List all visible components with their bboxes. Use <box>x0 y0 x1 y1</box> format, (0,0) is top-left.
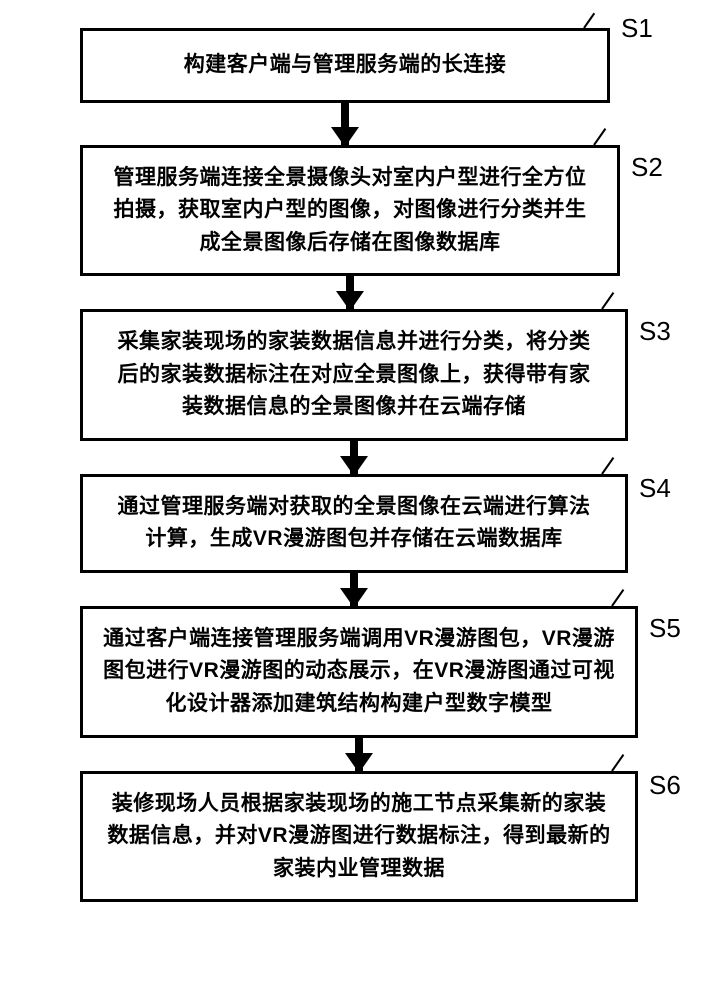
flow-step-text: 采集家装现场的家装数据信息并进行分类，将分类后的家装数据标注在对应全景图像上，获… <box>107 326 601 424</box>
flow-step-s5: 通过客户端连接管理服务端调用VR漫游图包，VR漫游图包进行VR漫游图的动态展示，… <box>80 606 638 738</box>
flow-step-label: S5 <box>649 613 681 644</box>
flow-step-s3: 采集家装现场的家装数据信息并进行分类，将分类后的家装数据标注在对应全景图像上，获… <box>80 309 628 441</box>
arrow-down-icon <box>355 738 363 771</box>
label-leader-line <box>583 13 595 29</box>
arrow-down-icon <box>341 103 349 145</box>
flow-step-label: S4 <box>639 473 671 504</box>
flow-step-text: 通过管理服务端对获取的全景图像在云端进行算法计算，生成VR漫游图包并存储在云端数… <box>107 491 601 556</box>
flow-step-label: S1 <box>621 13 653 44</box>
flow-step-text: 装修现场人员根据家装现场的施工节点采集新的家装数据信息，并对VR漫游图进行数据标… <box>103 788 615 886</box>
flow-step-text: 构建客户端与管理服务端的长连接 <box>107 49 583 82</box>
flow-step-s6: 装修现场人员根据家装现场的施工节点采集新的家装数据信息，并对VR漫游图进行数据标… <box>80 771 638 903</box>
flow-arrow <box>80 276 620 309</box>
flow-step-text: 管理服务端连接全景摄像头对室内户型进行全方位拍摄，获取室内户型的图像，对图像进行… <box>107 162 593 260</box>
flow-step-label: S2 <box>631 152 663 183</box>
arrow-down-icon <box>346 276 354 309</box>
flow-step-s2: 管理服务端连接全景摄像头对室内户型进行全方位拍摄，获取室内户型的图像，对图像进行… <box>80 145 620 277</box>
flow-arrow <box>80 103 610 145</box>
arrow-down-icon <box>350 573 358 606</box>
arrow-down-icon <box>350 441 358 474</box>
flowchart-container: 构建客户端与管理服务端的长连接S1 管理服务端连接全景摄像头对室内户型进行全方位拍… <box>0 28 716 902</box>
flow-step-label: S3 <box>639 316 671 347</box>
flow-arrow <box>80 738 638 771</box>
flow-step-s1: 构建客户端与管理服务端的长连接S1 <box>80 28 610 103</box>
flow-step-label: S6 <box>649 770 681 801</box>
flow-step-s4: 通过管理服务端对获取的全景图像在云端进行算法计算，生成VR漫游图包并存储在云端数… <box>80 474 628 573</box>
flow-step-text: 通过客户端连接管理服务端调用VR漫游图包，VR漫游图包进行VR漫游图的动态展示，… <box>103 623 615 721</box>
flow-arrow <box>80 573 628 606</box>
flow-arrow <box>80 441 628 474</box>
